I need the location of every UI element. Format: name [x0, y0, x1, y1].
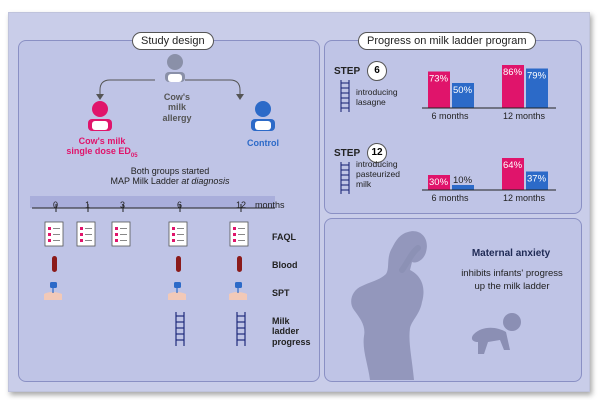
bar-label-chart2-0-0: 30% [429, 177, 449, 188]
split-arrows [96, 79, 244, 100]
row-label-faql: FAQL [272, 232, 296, 242]
month-0: 0 [53, 200, 59, 210]
bar-label-chart1-0-0: 73% [429, 74, 449, 85]
step-6-label: STEP [334, 66, 361, 77]
maternal-line2: up the milk ladder [474, 280, 550, 292]
blood-tube-icon [52, 256, 242, 272]
timeline [30, 196, 275, 212]
left-label-line1: Cow's milk [78, 136, 126, 146]
bar-chart1-1-1 [526, 68, 548, 108]
step-12-desc-3: milk [356, 178, 372, 189]
category-label-chart2-0: 6 months [431, 193, 469, 203]
started-line2-italic: at diagnosis [181, 176, 230, 187]
step-6-desc-1: introducing [356, 87, 398, 97]
step-6-ladder-icon [340, 80, 350, 112]
category-label-chart1-1: 12 months [503, 111, 546, 121]
bar-label-chart2-0-1: 10% [453, 175, 473, 186]
left-label-line2: single dose ED [66, 146, 131, 157]
study-design-panel [18, 40, 320, 382]
month-6: 6 [177, 200, 183, 210]
bar-label-chart2-1-1: 37% [527, 174, 547, 185]
bar-chart1-0-1 [452, 83, 474, 108]
row-label-spt: SPT [272, 288, 290, 298]
crawling-baby-silhouette-icon [471, 313, 521, 354]
step-12-desc-1: introducing [356, 159, 398, 169]
baby-grey-icon [165, 54, 185, 82]
bar-chart2-1-1 [526, 171, 548, 190]
progress-title: Progress on milk ladder program [358, 32, 536, 50]
months-unit: months [255, 200, 285, 210]
category-label-chart2-1: 12 months [503, 193, 546, 203]
center-label: Cow's milk allergy [162, 92, 192, 123]
ladder-icon [175, 311, 246, 347]
row-label-blood: Blood [272, 260, 298, 270]
bar-label-chart1-1-1: 79% [527, 71, 547, 82]
category-label-chart1-0: 6 months [431, 111, 469, 121]
step-12-desc-2: pasteurized [356, 168, 400, 179]
baby-blue-icon [251, 101, 275, 131]
right-label: Control [247, 138, 279, 148]
bar-chart2-0-1 [452, 185, 474, 190]
skin-prick-test-icon [44, 281, 248, 301]
started-line2: MAP Milk Ladder [110, 176, 182, 187]
maternal-title: Maternal anxiety [471, 248, 551, 259]
maternal-line1: inhibits infants' progress [461, 268, 563, 279]
started-line1: Both groups started [130, 166, 210, 176]
study-design-title: Study design [132, 32, 214, 50]
month-1: 1 [85, 200, 91, 210]
bar-chart2-0-0 [428, 175, 450, 190]
left-label-subscript: 05 [130, 153, 138, 160]
bar-chart2-1-0 [502, 158, 524, 190]
bar-label-chart2-1-0: 64% [503, 160, 523, 171]
row-label-milk-ladder: Milk ladder progress [272, 316, 311, 347]
step-12-number: 12 [367, 143, 387, 163]
bar-label-chart1-0-1: 50% [453, 85, 473, 96]
step-6-number: 6 [367, 61, 387, 81]
step-12-ladder-icon [340, 162, 350, 194]
questionnaire-icon [44, 221, 249, 247]
month-12: 12 [236, 200, 247, 210]
month-3: 3 [120, 200, 126, 210]
bar-chart1-0-0 [428, 71, 450, 108]
step-6-desc-2: lasagne [356, 96, 386, 107]
mother-silhouette-icon [351, 231, 427, 380]
baby-pink-icon [88, 101, 112, 131]
step-6-chart: 73% 50% 6 months 86% 79% 12 months [422, 65, 556, 121]
step-12-label: STEP [334, 148, 361, 159]
step-12-chart: 30% 10% 6 months 64% 37% 12 months [422, 158, 556, 203]
bar-chart1-1-0 [502, 65, 524, 108]
bar-label-chart1-1-0: 86% [503, 67, 523, 78]
